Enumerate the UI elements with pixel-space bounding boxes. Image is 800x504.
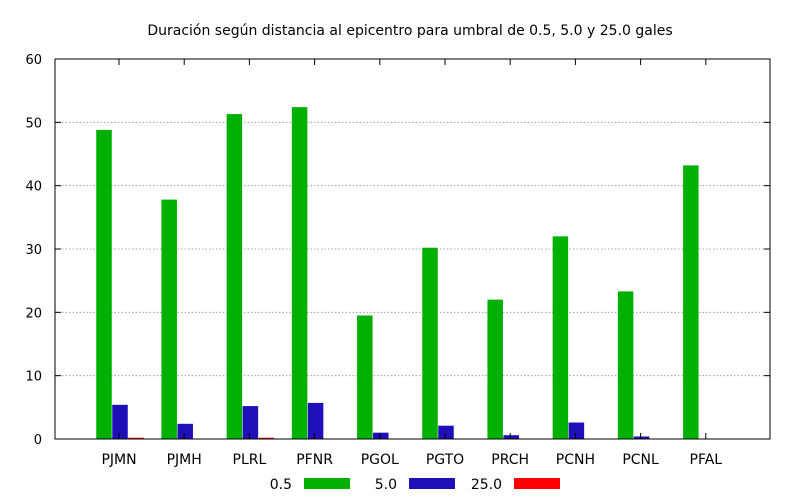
bar-0_5-prch xyxy=(487,299,503,439)
bar-5_0-pgto xyxy=(438,425,454,439)
y-tick-label: 0 xyxy=(34,433,42,448)
bar-25_0-pjmn xyxy=(128,437,144,439)
bar-0_5-pgto xyxy=(422,247,438,439)
y-tick-label: 50 xyxy=(25,116,42,131)
bar-5_0-pjmn xyxy=(112,404,128,439)
bar-5_0-pcnl xyxy=(633,436,650,439)
legend-label-5_0: 5.0 xyxy=(375,477,397,493)
x-tick-label: PFNR xyxy=(296,452,333,468)
legend-label-0_5: 0.5 xyxy=(270,477,292,493)
legend-swatch-5_0 xyxy=(409,478,455,489)
x-tick-label: PRCH xyxy=(491,452,529,468)
legend-swatch-25_0 xyxy=(514,478,560,489)
y-tick-label: 20 xyxy=(25,306,42,321)
bar-0_5-pfal xyxy=(683,165,699,439)
bar-5_0-pjmh xyxy=(177,423,193,439)
chart-title: Duración según distancia al epicentro pa… xyxy=(147,23,672,39)
x-tick-label: PGOL xyxy=(361,452,399,468)
bar-0_5-pcnh xyxy=(552,236,569,439)
bar-0_5-pgol xyxy=(357,315,373,439)
x-tick-label: PLRL xyxy=(233,452,267,468)
bar-25_0-plrl xyxy=(258,437,275,439)
y-axis: 0 10 20 30 40 50 60 xyxy=(25,53,770,448)
legend-label-25_0: 25.0 xyxy=(471,477,502,493)
y-tick-label: 60 xyxy=(25,53,42,68)
x-tick-label: PCNH xyxy=(556,452,595,468)
bar-0_5-pfnr xyxy=(291,107,308,439)
bar-5_0-pfnr xyxy=(307,402,324,439)
x-tick-label: PJMH xyxy=(167,452,202,468)
y-tick-label: 30 xyxy=(25,243,42,258)
x-tick-label: PCNL xyxy=(622,452,659,468)
bar-0_5-pjmh xyxy=(161,199,177,439)
bar-0_5-plrl xyxy=(226,114,243,439)
legend: 0.5 5.0 25.0 xyxy=(270,477,560,493)
bar-5_0-plrl xyxy=(242,406,259,439)
bar-5_0-pgol xyxy=(373,432,389,439)
x-tick-label: PFAL xyxy=(690,452,723,468)
x-tick-label: PGTO xyxy=(426,452,464,468)
bars xyxy=(96,107,699,439)
y-tick-label: 40 xyxy=(25,180,42,195)
x-tick-label: PJMN xyxy=(101,452,136,468)
legend-swatch-0_5 xyxy=(304,478,350,489)
bar-5_0-prch xyxy=(503,435,519,439)
bar-5_0-pcnh xyxy=(568,422,585,439)
x-axis: PJMN PJMH PLRL PFNR PGOL PGTO PRCH PCNH PCNL PFAL xyxy=(101,59,722,468)
bar-0_5-pcnl xyxy=(617,291,634,439)
y-tick-label: 10 xyxy=(25,370,42,385)
bar-0_5-pjmn xyxy=(96,129,112,439)
